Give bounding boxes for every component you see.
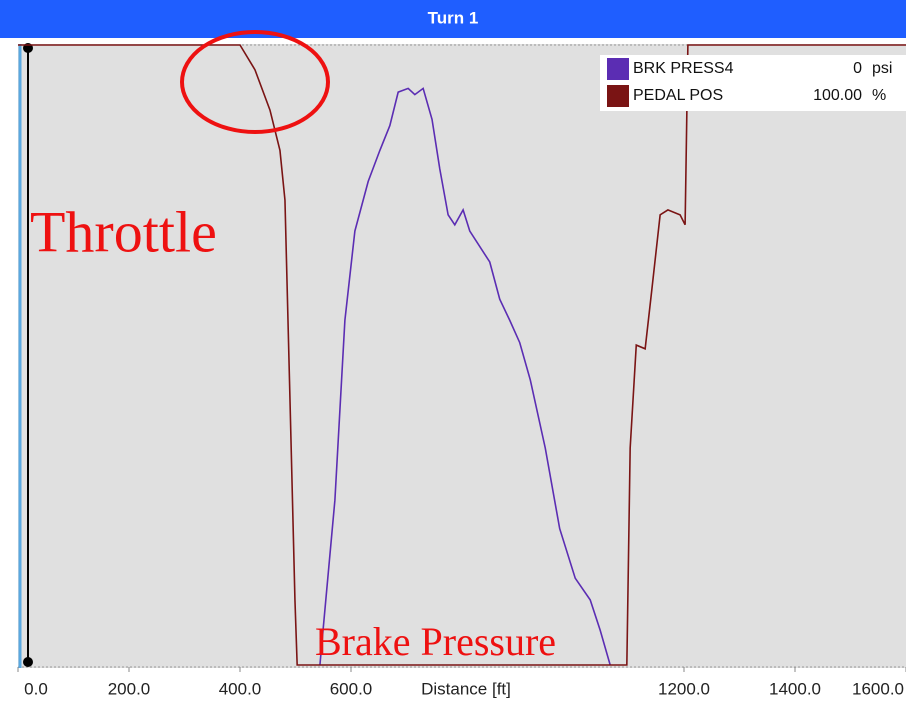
- legend-unit: psi: [872, 60, 892, 77]
- legend: [600, 55, 906, 111]
- legend-swatch: [607, 58, 629, 80]
- x-tick-label: 0.0: [24, 679, 48, 698]
- series-line: [18, 44, 906, 666]
- series-line: [319, 87, 611, 666]
- cursor-dot: [23, 657, 33, 667]
- x-tick-label: 400.0: [219, 679, 262, 698]
- x-tick-label: 1400.0: [769, 679, 821, 698]
- x-tick-label: 200.0: [108, 679, 151, 698]
- legend-label: PEDAL POS: [633, 87, 723, 104]
- legend-swatch: [607, 85, 629, 107]
- x-tick-label: 1600.0: [852, 679, 904, 698]
- plot-area: [18, 44, 906, 668]
- legend-unit: %: [872, 87, 886, 104]
- x-tick-label: 600.0: [330, 679, 373, 698]
- x-axis-label: Distance [ft]: [421, 679, 511, 698]
- highlight-circle: [180, 30, 330, 134]
- annotation: Throttle: [30, 199, 217, 264]
- title-bar: [0, 0, 906, 38]
- legend-readout: 100.00: [813, 87, 862, 104]
- annotation: Brake Pressure: [315, 619, 556, 664]
- legend-readout: 0: [853, 60, 862, 77]
- chart-title: Turn 1: [428, 8, 479, 27]
- legend-label: BRK PRESS4: [633, 60, 734, 77]
- x-tick-label: 1200.0: [658, 679, 710, 698]
